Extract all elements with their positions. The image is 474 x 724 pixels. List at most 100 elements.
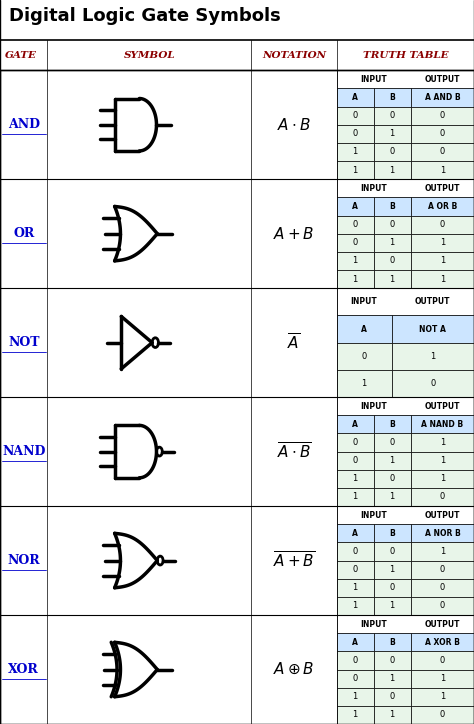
Text: 0: 0: [390, 547, 395, 556]
Bar: [337, 506, 474, 524]
Bar: [374, 143, 411, 161]
Bar: [374, 597, 411, 615]
Text: 1: 1: [353, 492, 358, 502]
Bar: [337, 470, 374, 488]
Bar: [374, 488, 411, 506]
Bar: [411, 578, 474, 597]
Text: 1: 1: [390, 274, 395, 284]
Text: 1: 1: [353, 602, 358, 610]
Text: 1: 1: [353, 274, 358, 284]
Bar: [374, 452, 411, 470]
Text: 0: 0: [353, 111, 358, 120]
Bar: [337, 316, 392, 342]
Text: 1: 1: [440, 438, 445, 447]
Bar: [337, 288, 474, 316]
Bar: [392, 370, 474, 397]
Text: $A + B$: $A + B$: [273, 226, 315, 242]
Text: 1: 1: [440, 166, 445, 174]
Bar: [411, 434, 474, 452]
Text: Digital Logic Gate Symbols: Digital Logic Gate Symbols: [9, 7, 281, 25]
Text: $\overline{A}$: $\overline{A}$: [287, 332, 301, 353]
Text: 0: 0: [440, 220, 445, 229]
Bar: [337, 252, 374, 270]
Bar: [337, 524, 374, 542]
Text: 0: 0: [353, 456, 358, 466]
Bar: [374, 542, 411, 560]
Text: INPUT: INPUT: [360, 184, 387, 193]
Text: 1: 1: [390, 710, 395, 720]
Text: 0: 0: [440, 130, 445, 138]
Bar: [337, 125, 374, 143]
Bar: [374, 578, 411, 597]
Bar: [411, 560, 474, 578]
Bar: [374, 688, 411, 706]
Text: 1: 1: [353, 474, 358, 484]
Text: 1: 1: [440, 256, 445, 266]
Text: A: A: [361, 324, 367, 334]
Text: 1: 1: [390, 456, 395, 466]
Text: 1: 1: [440, 692, 445, 702]
Bar: [411, 706, 474, 724]
Bar: [374, 106, 411, 125]
Text: 1: 1: [390, 565, 395, 574]
Bar: [337, 452, 374, 470]
Bar: [337, 706, 374, 724]
Text: 0: 0: [353, 220, 358, 229]
Text: 0: 0: [353, 674, 358, 683]
Text: A XOR B: A XOR B: [425, 638, 460, 647]
Text: 0: 0: [440, 602, 445, 610]
Text: 1: 1: [390, 674, 395, 683]
Bar: [337, 106, 374, 125]
Text: NOT: NOT: [8, 336, 39, 349]
Text: OR: OR: [13, 227, 34, 240]
Text: INPUT: INPUT: [360, 75, 387, 84]
Bar: [411, 216, 474, 234]
Bar: [411, 670, 474, 688]
Text: A NAND B: A NAND B: [421, 420, 464, 429]
Text: 0: 0: [390, 111, 395, 120]
Bar: [337, 615, 474, 634]
Text: 0: 0: [390, 656, 395, 665]
Bar: [411, 198, 474, 216]
Bar: [411, 88, 474, 106]
Text: $\overline{A \cdot B}$: $\overline{A \cdot B}$: [277, 442, 311, 462]
Bar: [374, 652, 411, 670]
Bar: [374, 270, 411, 288]
Text: A: A: [352, 420, 358, 429]
Bar: [337, 634, 374, 652]
Bar: [374, 161, 411, 180]
Bar: [411, 452, 474, 470]
Text: 1: 1: [390, 166, 395, 174]
Text: 1: 1: [440, 238, 445, 248]
Text: 1: 1: [430, 352, 436, 361]
Text: 0: 0: [390, 438, 395, 447]
Bar: [337, 70, 474, 88]
Text: A: A: [352, 529, 358, 538]
Text: 0: 0: [353, 656, 358, 665]
Text: 1: 1: [353, 584, 358, 592]
Text: 1: 1: [440, 547, 445, 556]
Text: 1: 1: [390, 492, 395, 502]
Bar: [337, 88, 374, 106]
Text: 1: 1: [353, 710, 358, 720]
Bar: [337, 180, 474, 198]
Text: OUTPUT: OUTPUT: [425, 620, 460, 628]
Text: 0: 0: [440, 584, 445, 592]
Bar: [392, 342, 474, 370]
Bar: [411, 688, 474, 706]
Text: 1: 1: [390, 602, 395, 610]
Text: 1: 1: [353, 256, 358, 266]
Bar: [411, 416, 474, 434]
Text: NOTATION: NOTATION: [262, 51, 326, 59]
Bar: [374, 634, 411, 652]
Text: 1: 1: [390, 130, 395, 138]
Bar: [411, 252, 474, 270]
Bar: [337, 488, 374, 506]
Bar: [411, 270, 474, 288]
Bar: [374, 198, 411, 216]
Bar: [392, 316, 474, 342]
Bar: [374, 416, 411, 434]
Bar: [374, 670, 411, 688]
Text: B: B: [389, 529, 395, 538]
Text: 0: 0: [440, 656, 445, 665]
